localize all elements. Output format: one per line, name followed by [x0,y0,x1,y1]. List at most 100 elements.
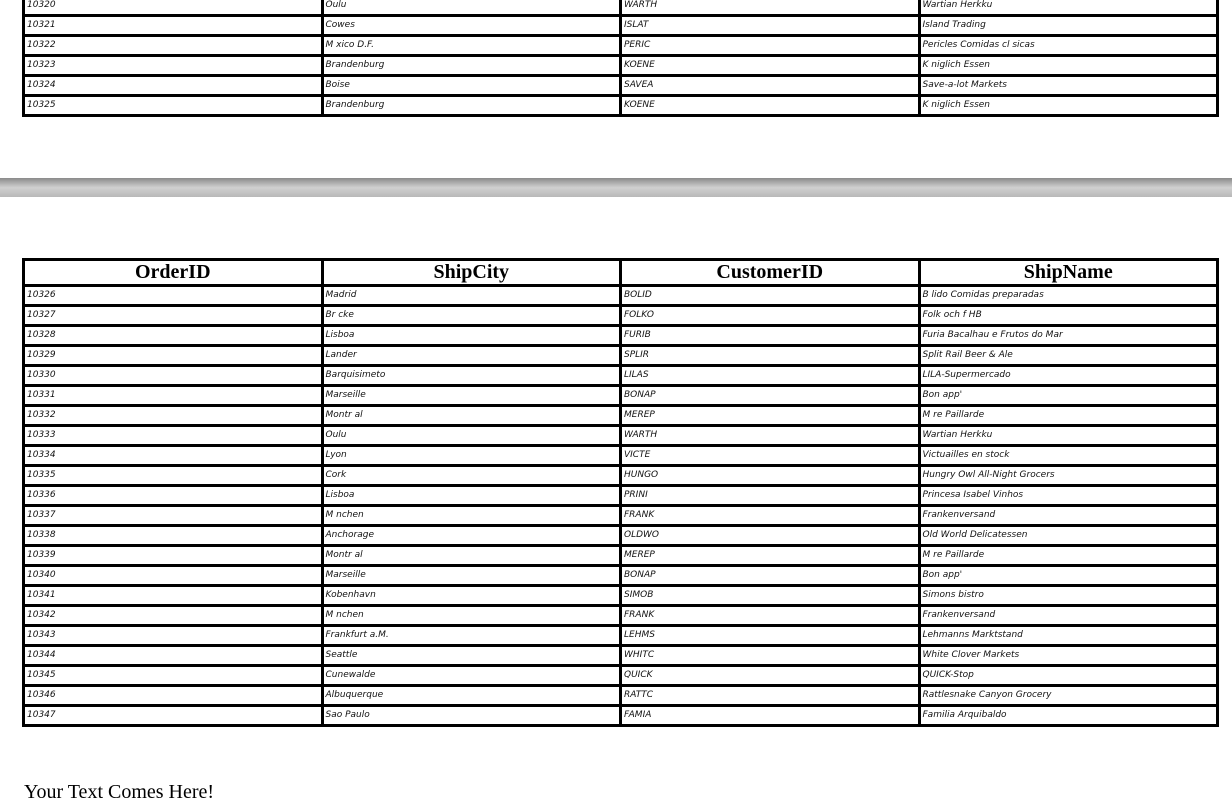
cell-customerid: SPLIR [619,344,921,367]
cell-orderid: 10321 [22,14,324,37]
cell-shipname: Princesa Isabel Vinhos [917,484,1219,507]
table-row: 10326 Madrid BOLID B lido Comidas preparada… [22,284,1219,307]
cell-shipname: M re Paillarde [917,404,1219,427]
cell-shipname: K niglich Essen [917,94,1219,117]
cell-customerid: KOENE [619,94,921,117]
footer-text: Your Text Comes Here! [24,781,215,803]
table-row: 10321 Cowes ISLAT Island Trading [22,14,1219,37]
cell-shipcity: M nchen [320,504,622,527]
orders-table-page-2: OrderID ShipCity CustomerID ShipName 103… [22,258,1219,727]
table-row: 10342 M nchen FRANK Frankenversand [22,604,1219,627]
cell-customerid: LILAS [619,364,921,387]
cell-shipname: B lido Comidas preparadas [917,284,1219,307]
cell-customerid: VICTE [619,444,921,467]
table-row: 10328 Lisboa FURIB Furia Bacalhau e Frutos … [22,324,1219,347]
cell-shipcity: Brandenburg [320,94,622,117]
cell-customerid: LEHMS [619,624,921,647]
cell-shipcity: Boise [320,74,622,97]
cell-shipcity: Seattle [320,644,622,667]
cell-shipcity: Montr al [320,404,622,427]
header-orderid: OrderID [22,258,324,287]
cell-customerid: QUICK [619,664,921,687]
cell-shipcity: Kobenhavn [320,584,622,607]
table-row: 10331 Marseille BONAP Bon app' [22,384,1219,407]
table-row: 10322 M xico D.F. PERIC Pericles Comidas cl… [22,34,1219,57]
cell-shipcity: Br cke [320,304,622,327]
cell-shipcity: Frankfurt a.M. [320,624,622,647]
cell-customerid: SIMOB [619,584,921,607]
cell-customerid: PRINI [619,484,921,507]
cell-shipcity: Lander [320,344,622,367]
cell-shipname: Frankenversand [917,504,1219,527]
table-row: 10330 Barquisimeto LILAS LILA-Supermercado [22,364,1219,387]
cell-orderid: 10325 [22,94,324,117]
cell-orderid: 10341 [22,584,324,607]
cell-shipname: Save-a-lot Markets [917,74,1219,97]
cell-shipcity: Barquisimeto [320,364,622,387]
cell-customerid: BONAP [619,564,921,587]
cell-shipname: K niglich Essen [917,54,1219,77]
cell-shipname: M re Paillarde [917,544,1219,567]
cell-shipcity: Oulu [320,0,622,17]
cell-shipname: White Clover Markets [917,644,1219,667]
cell-orderid: 10339 [22,544,324,567]
cell-orderid: 10337 [22,504,324,527]
cell-shipname: Wartian Herkku [917,0,1219,17]
table-row: 10333 Oulu WARTH Wartian Herkku [22,424,1219,447]
page-separator [0,178,1232,197]
cell-shipname: Simons bistro [917,584,1219,607]
cell-orderid: 10333 [22,424,324,447]
cell-shipcity: Albuquerque [320,684,622,707]
header-customerid: CustomerID [619,258,921,287]
cell-orderid: 10338 [22,524,324,547]
cell-shipname: Bon app' [917,564,1219,587]
cell-shipname: Victuailles en stock [917,444,1219,467]
cell-customerid: RATTC [619,684,921,707]
cell-shipname: Lehmanns Marktstand [917,624,1219,647]
cell-orderid: 10343 [22,624,324,647]
cell-customerid: ISLAT [619,14,921,37]
table-row: 10334 Lyon VICTE Victuailles en stock [22,444,1219,467]
cell-shipname: Hungry Owl All-Night Grocers [917,464,1219,487]
cell-shipname: Island Trading [917,14,1219,37]
cell-orderid: 10323 [22,54,324,77]
table-row: 10340 Marseille BONAP Bon app' [22,564,1219,587]
cell-shipname: QUICK-Stop [917,664,1219,687]
cell-customerid: FURIB [619,324,921,347]
cell-shipcity: M nchen [320,604,622,627]
table-row: 10343 Frankfurt a.M. LEHMS Lehmanns Marktst… [22,624,1219,647]
cell-orderid: 10331 [22,384,324,407]
cell-shipcity: Sao Paulo [320,704,622,727]
cell-customerid: BOLID [619,284,921,307]
cell-shipname: Bon app' [917,384,1219,407]
table-row: 10325 Brandenburg KOENE K niglich Essen [22,94,1219,117]
orders-table-page-1: 10320 Oulu WARTH Wartian Herkku 10321 Cowes IS… [22,0,1219,117]
cell-customerid: OLDWO [619,524,921,547]
cell-orderid: 10332 [22,404,324,427]
cell-shipcity: Madrid [320,284,622,307]
cell-shipname: Rattlesnake Canyon Grocery [917,684,1219,707]
cell-shipcity: Oulu [320,424,622,447]
table-row: 10344 Seattle WHITC White Clover Markets [22,644,1219,667]
cell-orderid: 10346 [22,684,324,707]
cell-shipname: Familia Arquibaldo [917,704,1219,727]
cell-customerid: WARTH [619,424,921,447]
cell-customerid: BONAP [619,384,921,407]
table-row: 10338 Anchorage OLDWO Old World Delicatesse… [22,524,1219,547]
cell-orderid: 10329 [22,344,324,367]
cell-shipname: LILA-Supermercado [917,364,1219,387]
cell-shipcity: Cunewalde [320,664,622,687]
cell-customerid: MEREP [619,404,921,427]
table-row: 10329 Lander SPLIR Split Rail Beer & Ale [22,344,1219,367]
table-row: 10336 Lisboa PRINI Princesa Isabel Vinhos [22,484,1219,507]
header-shipname: ShipName [917,258,1219,287]
pdf-page-2: OrderID ShipCity CustomerID ShipName 103… [0,197,1232,811]
cell-shipcity: Anchorage [320,524,622,547]
table-row: 10341 Kobenhavn SIMOB Simons bistro [22,584,1219,607]
cell-orderid: 10320 [22,0,324,17]
cell-customerid: WHITC [619,644,921,667]
cell-shipcity: Cowes [320,14,622,37]
cell-orderid: 10344 [22,644,324,667]
table-row: 10332 Montr al MEREP M re Paillarde [22,404,1219,427]
cell-customerid: HUNGO [619,464,921,487]
